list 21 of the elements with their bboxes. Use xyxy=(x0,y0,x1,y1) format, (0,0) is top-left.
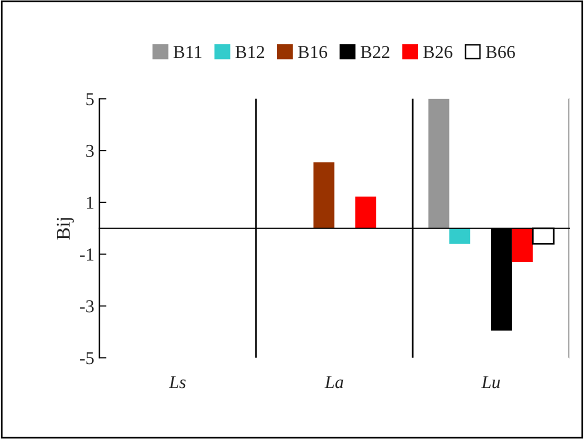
x-tick-label: Lu xyxy=(481,376,500,388)
bar xyxy=(313,162,334,228)
y-tick-label: -1 xyxy=(80,248,94,260)
legend-label: B66 xyxy=(486,46,515,58)
bar xyxy=(449,228,470,244)
y-tick-label: 3 xyxy=(86,144,94,158)
y-tick-label: 1 xyxy=(86,196,94,209)
y-tick-label: 5 xyxy=(86,93,94,106)
legend-label: B26 xyxy=(423,46,452,58)
y-axis-title: Bij xyxy=(56,218,74,240)
x-tick-label: La xyxy=(324,376,344,388)
bar xyxy=(355,196,376,228)
legend-label: B16 xyxy=(298,46,328,58)
bar xyxy=(512,228,533,262)
y-tick-label: -3 xyxy=(80,300,94,312)
x-tick-label: Ls xyxy=(168,376,186,388)
legend-label: B12 xyxy=(236,46,264,58)
bar xyxy=(428,98,450,228)
legend-label: B11 xyxy=(174,46,202,58)
legend-label: B22 xyxy=(360,46,390,58)
y-tick-label: -5 xyxy=(80,352,94,364)
